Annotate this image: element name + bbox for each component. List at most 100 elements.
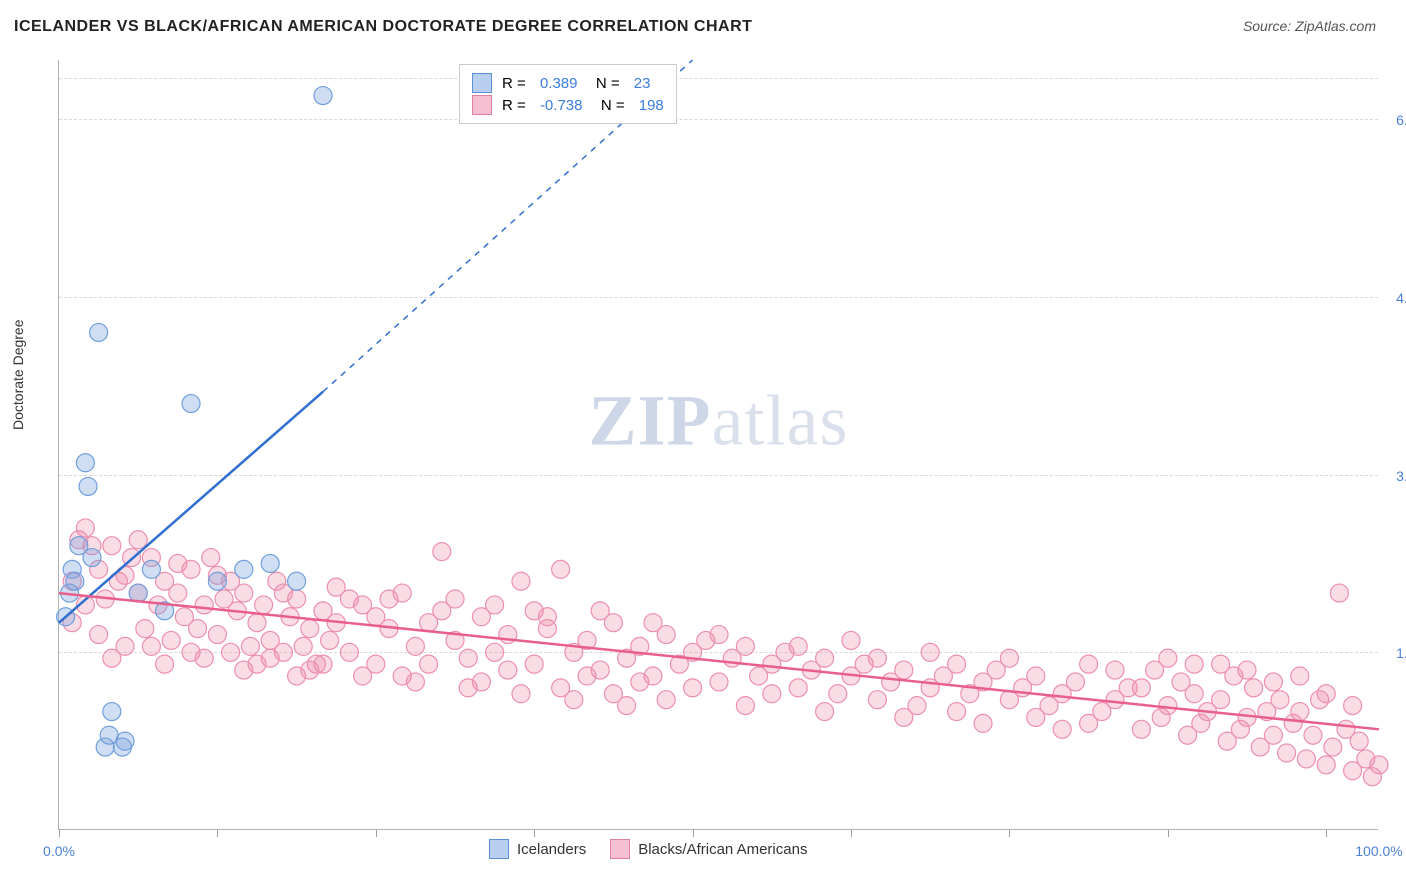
x-tick (59, 829, 60, 837)
data-point-blacks (136, 620, 154, 638)
x-tick-label: 100.0% (1355, 843, 1402, 859)
data-point-blacks (459, 649, 477, 667)
data-point-blacks (868, 649, 886, 667)
data-point-blacks (974, 714, 992, 732)
data-point-icelanders (66, 572, 84, 590)
r-value-blacks: -0.738 (540, 97, 583, 114)
data-point-blacks (763, 685, 781, 703)
data-point-blacks (380, 590, 398, 608)
data-point-blacks (406, 637, 424, 655)
data-point-icelanders (142, 560, 160, 578)
data-point-blacks (301, 620, 319, 638)
data-point-blacks (789, 679, 807, 697)
data-point-blacks (1132, 720, 1150, 738)
series-legend: Icelanders Blacks/African Americans (489, 839, 807, 859)
data-point-blacks (512, 572, 530, 590)
data-point-blacks (248, 614, 266, 632)
data-point-icelanders (116, 732, 134, 750)
data-point-blacks (459, 679, 477, 697)
data-point-blacks (195, 649, 213, 667)
data-point-blacks (684, 679, 702, 697)
source-label: Source: ZipAtlas.com (1243, 18, 1376, 34)
data-point-blacks (169, 554, 187, 572)
data-point-icelanders (314, 87, 332, 105)
data-point-blacks (895, 708, 913, 726)
legend-item-blacks: Blacks/African Americans (610, 839, 807, 859)
y-tick-label: 1.5% (1396, 645, 1406, 661)
data-point-blacks (538, 608, 556, 626)
data-point-blacks (327, 578, 345, 596)
data-point-blacks (657, 691, 675, 709)
data-point-icelanders (261, 554, 279, 572)
data-point-blacks (354, 667, 372, 685)
data-point-blacks (321, 631, 339, 649)
data-point-blacks (1350, 732, 1368, 750)
data-point-blacks (552, 560, 570, 578)
data-point-blacks (222, 643, 240, 661)
data-point-blacks (406, 673, 424, 691)
data-point-blacks (301, 661, 319, 679)
data-point-blacks (710, 673, 728, 691)
data-point-icelanders (76, 454, 94, 472)
n-value-blacks: 198 (639, 97, 664, 114)
data-point-icelanders (235, 560, 253, 578)
correlation-legend: R = 0.389 N = 23 R = -0.738 N = 198 (459, 64, 677, 124)
data-point-blacks (578, 667, 596, 685)
data-point-blacks (1053, 720, 1071, 738)
data-point-icelanders (288, 572, 306, 590)
legend-swatch-blacks-icon (610, 839, 630, 859)
data-point-blacks (1264, 726, 1282, 744)
x-tick (217, 829, 218, 837)
data-point-blacks (142, 637, 160, 655)
data-point-blacks (921, 643, 939, 661)
data-point-blacks (842, 631, 860, 649)
data-point-blacks (294, 637, 312, 655)
data-point-icelanders (83, 549, 101, 567)
data-point-blacks (816, 649, 834, 667)
data-point-blacks (525, 655, 543, 673)
swatch-icelanders-icon (472, 73, 492, 93)
data-point-blacks (1238, 661, 1256, 679)
x-tick (693, 829, 694, 837)
data-point-blacks (868, 691, 886, 709)
data-point-icelanders (103, 703, 121, 721)
data-point-blacks (1245, 679, 1263, 697)
data-point-icelanders (90, 323, 108, 341)
data-point-blacks (248, 655, 266, 673)
data-point-blacks (195, 596, 213, 614)
data-point-blacks (1212, 691, 1230, 709)
data-point-blacks (1297, 750, 1315, 768)
data-point-blacks (162, 631, 180, 649)
data-point-blacks (1159, 649, 1177, 667)
legend-item-icelanders: Icelanders (489, 839, 586, 859)
data-point-blacks (499, 661, 517, 679)
y-axis-label: Doctorate Degree (10, 319, 26, 430)
data-point-blacks (1330, 584, 1348, 602)
data-point-blacks (895, 661, 913, 679)
data-point-blacks (591, 602, 609, 620)
x-tick (1168, 829, 1169, 837)
data-point-blacks (433, 602, 451, 620)
data-point-blacks (948, 703, 966, 721)
data-point-blacks (1080, 655, 1098, 673)
data-point-blacks (948, 655, 966, 673)
data-point-blacks (1304, 726, 1322, 744)
data-point-blacks (1185, 655, 1203, 673)
y-tick-label: 6.0% (1396, 112, 1406, 128)
data-point-blacks (103, 649, 121, 667)
data-point-blacks (208, 626, 226, 644)
data-point-blacks (1324, 738, 1342, 756)
data-point-blacks (433, 543, 451, 561)
x-tick (376, 829, 377, 837)
data-point-blacks (1271, 691, 1289, 709)
data-point-blacks (816, 703, 834, 721)
data-point-blacks (1185, 685, 1203, 703)
x-tick (534, 829, 535, 837)
chart-title: ICELANDER VS BLACK/AFRICAN AMERICAN DOCT… (14, 18, 752, 36)
data-point-blacks (1264, 673, 1282, 691)
r-value-icelanders: 0.389 (540, 75, 578, 92)
data-point-blacks (1212, 655, 1230, 673)
data-point-blacks (1291, 667, 1309, 685)
data-point-icelanders (79, 477, 97, 495)
data-point-blacks (736, 637, 754, 655)
